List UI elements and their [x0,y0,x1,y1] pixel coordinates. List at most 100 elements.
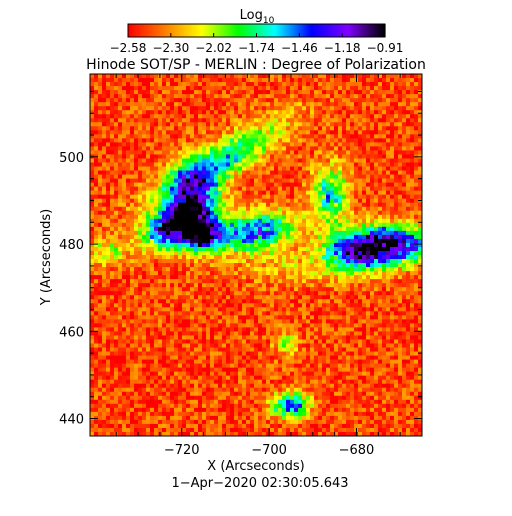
heatmap-cell [102,219,106,223]
heatmap-cell [182,203,186,207]
heatmap-cell [218,102,222,106]
heatmap-cell [322,287,326,291]
heatmap-cell [182,130,186,134]
heatmap-cell [394,235,398,239]
heatmap-cell [314,215,318,219]
heatmap-cell [390,299,394,303]
heatmap-cell [398,191,402,195]
heatmap-cell [226,102,230,106]
heatmap-cell [270,150,274,154]
heatmap-cell [358,207,362,211]
heatmap-cell [174,82,178,86]
heatmap-cell [366,219,370,223]
heatmap-cell [346,114,350,118]
heatmap-cell [170,271,174,275]
heatmap-cell [134,251,138,255]
heatmap-cell [238,283,242,287]
heatmap-cell [366,138,370,142]
heatmap-cell [258,239,262,243]
heatmap-cell [110,271,114,275]
heatmap-cell [302,271,306,275]
heatmap-cell [202,219,206,223]
heatmap-cell [334,150,338,154]
heatmap-cell [354,122,358,126]
heatmap-cell [214,162,218,166]
heatmap-cell [94,98,98,102]
heatmap-cell [94,130,98,134]
heatmap-cell [330,158,334,162]
heatmap-cell [358,158,362,162]
heatmap-cell [142,203,146,207]
heatmap-cell [350,291,354,295]
heatmap-cell [358,102,362,106]
heatmap-cell [254,243,258,247]
heatmap-cell [174,271,178,275]
heatmap-cell [314,134,318,138]
heatmap-cell [250,187,254,191]
heatmap-cell [182,227,186,231]
heatmap-cell [398,171,402,175]
heatmap-cell [198,106,202,110]
heatmap-cell [338,207,342,211]
heatmap-cell [370,271,374,275]
heatmap-cell [102,175,106,179]
heatmap-cell [110,102,114,106]
heatmap-cell [414,203,418,207]
heatmap-cell [106,307,110,311]
heatmap-cell [238,227,242,231]
heatmap-cell [102,98,106,102]
heatmap-cell [378,158,382,162]
heatmap-cell [362,162,366,166]
heatmap-cell [202,259,206,263]
heatmap-cell [306,283,310,287]
heatmap-cell [94,106,98,110]
heatmap-cell [106,114,110,118]
heatmap-cell [322,215,326,219]
heatmap-cell [354,118,358,122]
heatmap-cell [382,235,386,239]
heatmap-cell [358,279,362,283]
heatmap-cell [190,263,194,267]
heatmap-cell [322,134,326,138]
heatmap-cell [90,150,94,154]
heatmap-cell [342,215,346,219]
heatmap-cell [178,287,182,291]
heatmap-cell [190,102,194,106]
heatmap-cell [102,90,106,94]
heatmap-cell [250,243,254,247]
heatmap-cell [414,235,418,239]
heatmap-cell [158,191,162,195]
heatmap-cell [326,158,330,162]
heatmap-cell [338,94,342,98]
heatmap-cell [262,191,266,195]
heatmap-cell [154,207,158,211]
heatmap-cell [382,243,386,247]
heatmap-cell [222,82,226,86]
heatmap-cell [166,78,170,82]
heatmap-cell [246,94,250,98]
heatmap-cell [202,275,206,279]
heatmap-cell [302,215,306,219]
heatmap-cell [138,291,142,295]
heatmap-cell [210,175,214,179]
heatmap-cell [326,195,330,199]
heatmap-cell [242,175,246,179]
heatmap-cell [114,267,118,271]
heatmap-cell [406,162,410,166]
heatmap-cell [398,130,402,134]
heatmap-cell [158,299,162,303]
heatmap-cell [278,142,282,146]
heatmap-cell [338,283,342,287]
heatmap-cell [98,267,102,271]
heatmap-cell [166,158,170,162]
heatmap-cell [286,150,290,154]
heatmap-cell [130,251,134,255]
heatmap-cell [226,255,230,259]
heatmap-cell [242,235,246,239]
heatmap-cell [90,114,94,118]
heatmap-cell [318,275,322,279]
heatmap-cell [366,291,370,295]
heatmap-cell [274,110,278,114]
colorbar-tick-label: −0.91 [367,41,404,55]
heatmap-cell [206,283,210,287]
